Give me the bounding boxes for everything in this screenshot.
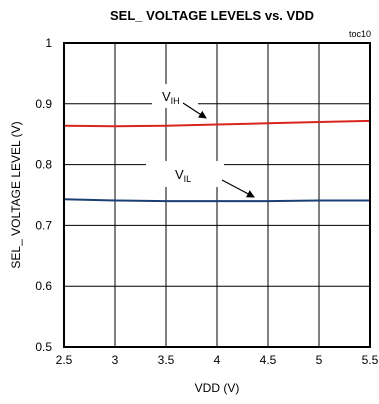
y-axis-label: SEL_ VOLTAGE LEVEL (V) — [9, 121, 23, 268]
figure-tag: toc10 — [349, 29, 371, 39]
y-tick-labels: 0.5 0.6 0.7 0.8 0.9 1 — [35, 36, 52, 354]
x-tick-label: 3 — [112, 353, 119, 367]
series-layer — [63, 119, 371, 203]
x-tick-label: 2.5 — [56, 353, 73, 367]
chart-title: SEL_ VOLTAGE LEVELS vs. VDD — [110, 8, 314, 23]
y-tick-label: 0.9 — [35, 97, 52, 111]
x-axis-label: VDD (V) — [195, 381, 240, 395]
y-tick-label: 0.7 — [35, 218, 52, 232]
x-tick-label: 5 — [316, 353, 323, 367]
x-tick-label: 4 — [214, 353, 221, 367]
x-tick-labels: 2.5 3 3.5 4 4.5 5 5.5 — [56, 353, 379, 367]
vih-label-background — [152, 84, 198, 108]
y-tick-label: 0.5 — [35, 340, 52, 354]
series-line-vih — [63, 119, 371, 128]
vil-label-background — [146, 161, 224, 187]
x-tick-label: 5.5 — [362, 353, 379, 367]
vih-arrow — [182, 102, 207, 119]
grid-lines — [64, 43, 370, 347]
series-line-vil — [63, 198, 370, 203]
x-tick-label: 4.5 — [260, 353, 277, 367]
vil-label: VIL — [175, 167, 191, 184]
vil-arrow — [221, 179, 255, 198]
y-tick-label: 0.8 — [35, 158, 52, 172]
x-tick-label: 3.5 — [158, 353, 175, 367]
vih-label: VIH — [162, 89, 180, 106]
y-tick-label: 1 — [45, 36, 52, 50]
y-tick-label: 0.6 — [35, 279, 52, 293]
plot-frame — [63, 42, 371, 348]
